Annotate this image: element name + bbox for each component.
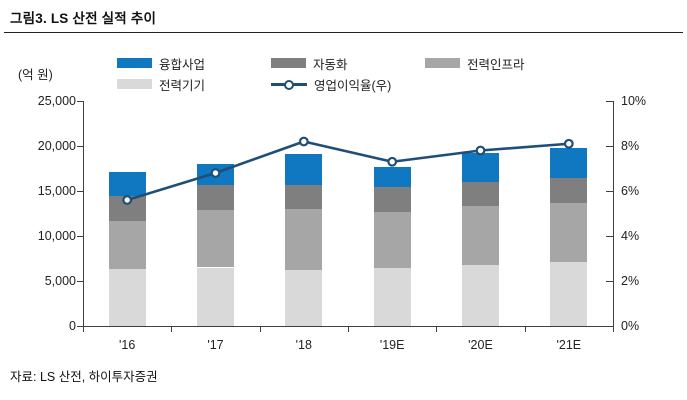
bar-segment-전력인프라 xyxy=(108,220,146,270)
legend-label: 융합사업 xyxy=(159,57,206,72)
bar-segment-전력기기 xyxy=(197,267,234,326)
left-axis-tick-label: 10,000 xyxy=(37,229,76,243)
left-axis-tick-label: 0 xyxy=(69,319,76,333)
x-axis-category-label: '19E xyxy=(379,338,405,352)
right-axis-tick xyxy=(606,146,613,147)
bar-segment-전력인프라 xyxy=(197,209,234,268)
bar-segment-자동화 xyxy=(462,182,499,207)
left-axis-tick-label: 15,000 xyxy=(37,184,76,198)
x-axis-line xyxy=(83,326,614,328)
line-marker xyxy=(387,156,398,167)
left-axis-tick-label: 20,000 xyxy=(37,139,76,153)
x-axis-tick xyxy=(171,327,173,332)
x-axis-tick xyxy=(83,327,84,332)
x-axis-category-label: '20E xyxy=(468,338,493,352)
bar-segment-전력인프라 xyxy=(373,211,411,269)
left-axis-line xyxy=(83,101,84,326)
right-axis-tick-label: 6% xyxy=(621,184,640,198)
right-axis-tick xyxy=(606,101,613,102)
legend-line-marker-icon xyxy=(271,78,307,90)
right-axis-tick-label: 2% xyxy=(621,274,640,288)
right-axis-tick-label: 10% xyxy=(621,94,647,108)
legend-label: 전력기기 xyxy=(159,78,206,93)
legend-label: 자동화 xyxy=(313,57,348,72)
legend-swatch-convergence xyxy=(117,58,152,68)
left-axis-tick xyxy=(77,236,83,237)
line-marker xyxy=(563,138,574,149)
right-axis-tick xyxy=(606,281,613,282)
bar-segment-자동화 xyxy=(285,184,323,209)
bar-segment-전력인프라 xyxy=(462,206,499,265)
line-marker xyxy=(122,195,133,205)
x-axis-category-label: '16 xyxy=(119,338,136,352)
legend-label: 전력인프라 xyxy=(467,57,525,72)
x-axis-tick xyxy=(524,327,526,332)
left-axis-tick xyxy=(77,326,83,327)
right-axis-tick-label: 0% xyxy=(621,319,640,333)
bar-segment-융합사업 xyxy=(550,147,588,179)
left-axis-tick xyxy=(77,281,83,282)
left-axis-tick-label: 25,000 xyxy=(37,94,76,108)
left-axis-tick xyxy=(77,146,83,147)
bar-segment-전력기기 xyxy=(550,262,588,326)
bar-segment-전력기기 xyxy=(373,268,411,326)
legend-swatch-power-equipment xyxy=(117,79,152,89)
bar-segment-전력기기 xyxy=(462,264,499,326)
x-axis-category-label: '21E xyxy=(556,338,582,352)
legend-item-power-infra: 전력인프라 xyxy=(425,57,525,72)
legend-label: 영업이익율(우) xyxy=(314,78,392,93)
operating-margin-line xyxy=(122,136,574,205)
bar-segment-전력인프라 xyxy=(550,202,588,263)
right-axis-line xyxy=(613,101,614,326)
line-marker xyxy=(475,145,486,156)
legend-item-convergence: 융합사업 xyxy=(117,57,205,72)
bar-segment-융합사업 xyxy=(373,166,411,188)
left-axis-unit-label: (억 원) xyxy=(18,68,53,82)
right-axis-tick-label: 8% xyxy=(621,139,640,153)
left-axis-tick xyxy=(77,101,83,102)
bar-segment-융합사업 xyxy=(108,172,146,197)
bar-segment-전력기기 xyxy=(108,269,146,326)
x-axis-tick xyxy=(348,327,349,332)
bar-segment-전력기기 xyxy=(285,270,323,326)
legend-item-automation: 자동화 xyxy=(271,57,348,72)
bar-segment-전력인프라 xyxy=(285,209,323,271)
left-axis-tick-label: 5,000 xyxy=(44,274,76,288)
left-axis-tick xyxy=(77,191,83,192)
bar-segment-자동화 xyxy=(197,184,234,210)
line-marker xyxy=(298,136,309,147)
right-axis-tick xyxy=(606,326,613,327)
legend-swatch-power-infra xyxy=(425,58,460,68)
legend-swatch-automation xyxy=(271,58,306,68)
source-note: 자료: LS 산전, 하이투자증권 xyxy=(10,370,158,384)
bar-segment-융합사업 xyxy=(462,153,499,182)
right-axis-tick xyxy=(606,191,613,192)
legend-item-operating-margin: 영업이익율(우) xyxy=(271,78,391,93)
x-axis-tick xyxy=(613,327,614,332)
x-axis-tick xyxy=(436,327,438,332)
bar-segment-자동화 xyxy=(373,187,411,212)
bar-segment-융합사업 xyxy=(285,154,323,185)
figure-title: 그림3. LS 산전 실적 추이 xyxy=(10,11,157,26)
bar-segment-자동화 xyxy=(550,178,588,203)
title-divider xyxy=(4,32,683,33)
line-marker xyxy=(210,168,221,178)
x-axis-category-label: '17 xyxy=(207,338,224,352)
x-axis-category-label: '18 xyxy=(295,338,312,352)
right-axis-tick-label: 4% xyxy=(621,229,640,243)
legend-item-power-equipment: 전력기기 xyxy=(117,78,205,93)
right-axis-tick xyxy=(606,236,613,237)
x-axis-tick xyxy=(259,327,261,332)
